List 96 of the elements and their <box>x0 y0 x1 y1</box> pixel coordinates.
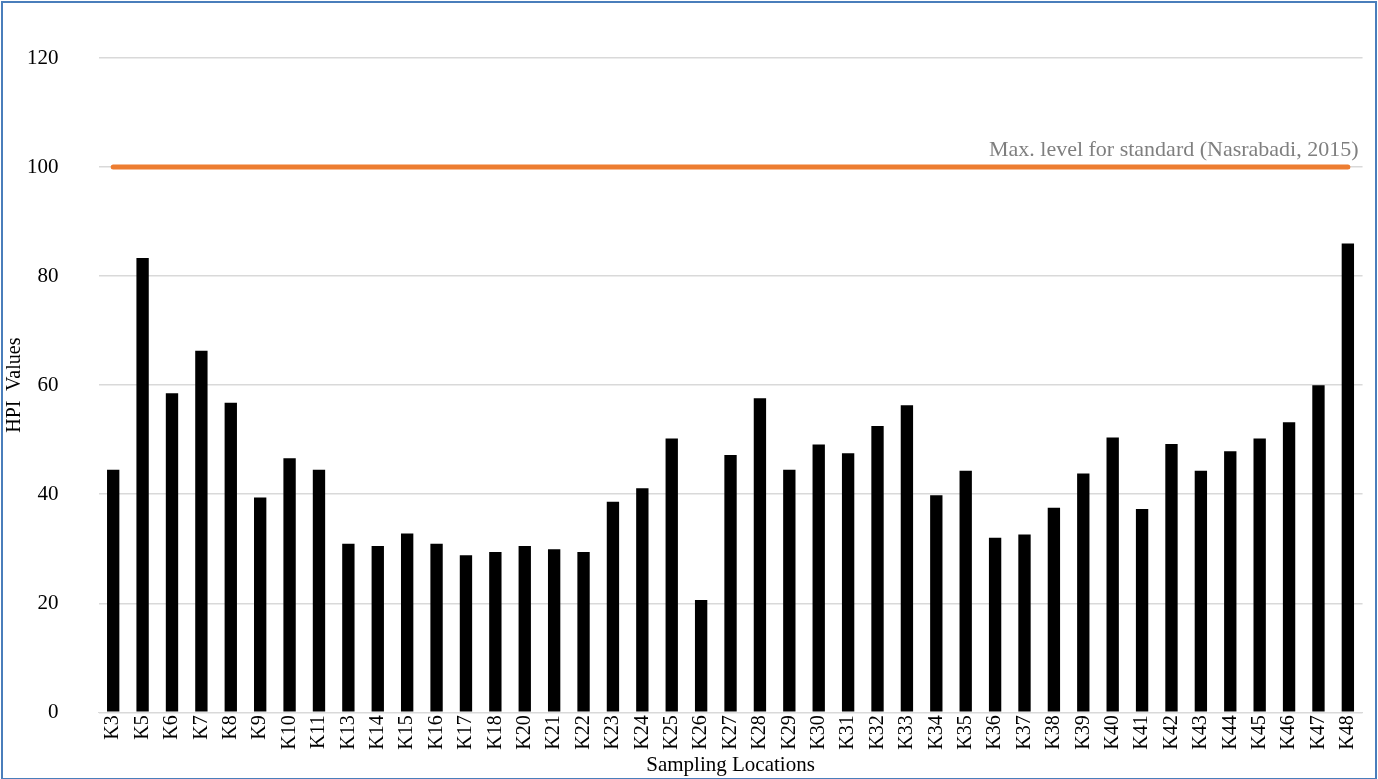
x-tick-label: K31 <box>835 715 858 750</box>
y-tick-label: 40 <box>37 480 59 505</box>
y-tick-label: 100 <box>27 153 59 178</box>
bar <box>254 497 267 712</box>
bar <box>812 444 825 712</box>
bar <box>400 533 414 712</box>
x-tick-label: K35 <box>952 715 975 750</box>
bar <box>636 488 649 712</box>
x-tick-label: K44 <box>1217 715 1240 750</box>
bar <box>1253 438 1266 712</box>
ref-line-label: Max. level for standard (Nasrabadi, 2015) <box>988 135 1359 161</box>
x-tick-label: K30 <box>805 715 828 750</box>
bar <box>959 470 972 712</box>
bar <box>136 258 149 712</box>
x-tick-label: K26 <box>688 715 711 750</box>
x-tick-label: K23 <box>600 715 623 750</box>
bar <box>195 350 208 712</box>
bar <box>694 600 708 712</box>
bar <box>606 501 620 712</box>
bar <box>900 405 914 712</box>
x-tick-label: K48 <box>1335 715 1358 750</box>
x-tick-label: K29 <box>776 715 799 750</box>
bar <box>1224 451 1237 712</box>
bar <box>783 469 796 712</box>
x-tick-label: K28 <box>747 715 770 750</box>
bar <box>665 438 678 712</box>
x-tick-label: K34 <box>923 715 946 750</box>
y-tick-label: 80 <box>37 262 59 287</box>
x-tick-label: K43 <box>1188 715 1211 750</box>
bar <box>1047 507 1061 712</box>
bar <box>342 543 355 712</box>
x-tick-label: K24 <box>629 715 652 750</box>
x-tick-label: K45 <box>1246 715 1269 750</box>
bar <box>489 552 502 712</box>
bar <box>1106 437 1119 712</box>
bar <box>1077 473 1090 712</box>
bar <box>1018 534 1031 712</box>
bar <box>724 454 737 712</box>
x-tick-label: K14 <box>365 715 388 750</box>
x-tick-label: K22 <box>570 715 593 750</box>
bar <box>1194 470 1208 712</box>
x-tick-label: K10 <box>276 715 299 750</box>
x-tick-label: K37 <box>1011 715 1034 750</box>
y-tick-label: 120 <box>27 44 59 69</box>
x-tick-label: K17 <box>453 715 476 750</box>
y-tick-label: 0 <box>48 698 59 723</box>
x-tick-label: K20 <box>512 715 534 750</box>
x-tick-label: K9 <box>247 715 270 740</box>
bar <box>459 555 473 712</box>
x-tick-label: K38 <box>1041 715 1064 750</box>
x-tick-label: K6 <box>159 715 182 740</box>
bar <box>518 546 531 712</box>
x-tick-label: K47 <box>1305 715 1328 750</box>
x-tick-label: K16 <box>423 715 446 750</box>
bar <box>312 469 326 712</box>
x-tick-label: K3 <box>100 715 123 740</box>
bar <box>1341 243 1355 712</box>
bar <box>930 495 943 712</box>
bar <box>577 552 590 712</box>
x-tick-label: K15 <box>394 715 417 750</box>
y-tick-label: 20 <box>37 589 59 614</box>
x-tick-label: K11 <box>306 715 329 750</box>
bar <box>430 543 443 712</box>
x-tick-label: K8 <box>218 715 241 740</box>
x-axis-title: Sampling Locations <box>646 751 815 776</box>
bar <box>107 469 120 712</box>
x-tick-label: K32 <box>864 715 887 750</box>
y-axis-title: HPI Values <box>2 337 25 433</box>
x-tick-label: K40 <box>1099 715 1122 750</box>
x-tick-label: K18 <box>482 715 505 750</box>
x-tick-label: K5 <box>129 715 152 740</box>
x-tick-label: K7 <box>188 715 211 740</box>
x-tick-label: K46 <box>1276 715 1299 750</box>
x-tick-label: K21 <box>541 715 564 750</box>
x-tick-label: K33 <box>894 715 917 750</box>
bar <box>1282 422 1296 712</box>
bar <box>371 546 384 712</box>
bar <box>165 393 179 712</box>
bar <box>1312 385 1325 712</box>
bar <box>1135 508 1149 712</box>
x-tick-label: K42 <box>1158 715 1181 750</box>
bar <box>988 537 1002 712</box>
bar <box>841 453 855 712</box>
x-tick-label: K25 <box>658 715 681 750</box>
y-tick-label: 60 <box>37 371 59 396</box>
x-tick-label: K36 <box>982 715 1005 750</box>
x-tick-label: K41 <box>1129 715 1152 750</box>
x-tick-label: K39 <box>1070 715 1093 750</box>
bar <box>871 426 884 712</box>
x-tick-label: K13 <box>335 715 358 750</box>
bar <box>224 402 237 712</box>
bar <box>283 458 296 712</box>
bar <box>1165 444 1178 712</box>
x-tick-label: K27 <box>717 715 740 750</box>
bar <box>547 549 561 712</box>
bar <box>753 398 767 712</box>
